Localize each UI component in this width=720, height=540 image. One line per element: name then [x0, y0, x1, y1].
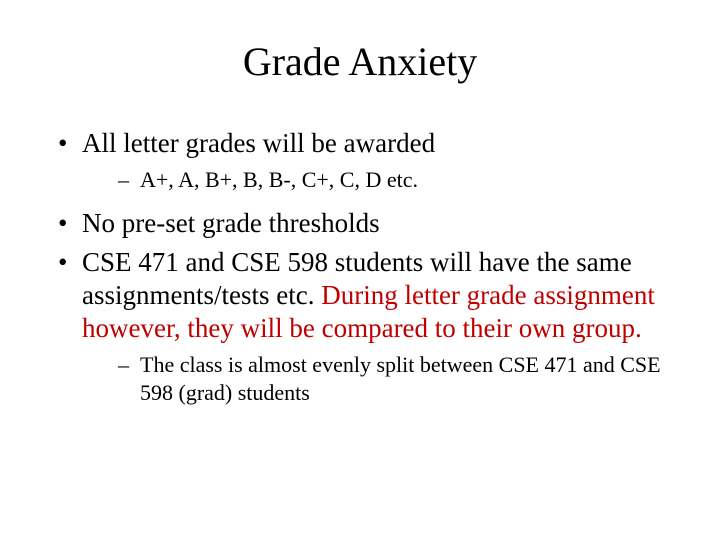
bullet-text: No pre-set grade thresholds — [82, 208, 380, 238]
bullet-item: CSE 471 and CSE 598 students will have t… — [58, 246, 680, 406]
bullet-item: All letter grades will be awarded A+, A,… — [58, 127, 680, 193]
sub-bullet-item: The class is almost evenly split between… — [118, 351, 680, 406]
slide-title: Grade Anxiety — [40, 38, 680, 85]
slide: Grade Anxiety All letter grades will be … — [0, 0, 720, 540]
bullet-list: All letter grades will be awarded A+, A,… — [40, 127, 680, 406]
bullet-item: No pre-set grade thresholds — [58, 207, 680, 240]
bullet-text: All letter grades will be awarded — [82, 128, 435, 158]
sub-bullet-item: A+, A, B+, B, B-, C+, C, D etc. — [118, 166, 680, 194]
sub-bullet-list: The class is almost evenly split between… — [82, 351, 680, 406]
sub-bullet-text: The class is almost evenly split between… — [140, 352, 661, 405]
sub-bullet-text: A+, A, B+, B, B-, C+, C, D etc. — [140, 167, 418, 192]
sub-bullet-list: A+, A, B+, B, B-, C+, C, D etc. — [82, 166, 680, 194]
